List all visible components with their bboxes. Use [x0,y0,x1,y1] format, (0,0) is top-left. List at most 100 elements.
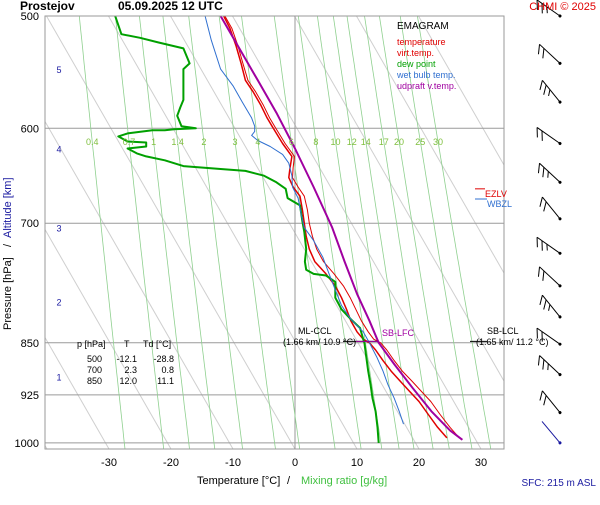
table-cell: 0.8 [161,365,174,375]
dry-adiabat-line [417,16,504,167]
dry-adiabat-line [293,16,504,383]
mixing-ratio-line [273,16,336,449]
mixing-ratio-label: 6 [289,137,294,147]
wind-barb [537,266,562,288]
wind-barb-dot [558,342,562,346]
wind-barb-dot [558,142,562,145]
mixing-ratio-label: 4 [255,137,260,147]
mixing-ratio-line [162,16,216,449]
mixing-ratio-line [139,16,190,449]
temperature-tick-label: 10 [351,457,363,469]
dry-adiabat-line [231,16,482,449]
wind-barb-flag [543,201,547,212]
mixing-ratio-label: 2 [201,137,206,147]
wind-barb-flag [539,390,543,401]
y-axis-label-pressure: Pressure [hPa] [2,257,14,330]
wind-barb-flag [547,363,549,371]
temperature-tick-label: -30 [101,457,117,469]
mixing-ratio-label: 30 [433,137,443,147]
wind-barb-flag [539,196,543,207]
wind-barb-flag [542,48,545,59]
dry-adiabat-line [107,16,358,449]
mixing-ratio-line [241,16,301,449]
dry-adiabat-line [45,336,110,449]
table-cell: 11.1 [157,376,174,386]
wind-barb-staff [539,162,561,183]
series-line-dew-point [114,16,380,443]
wind-barb-staff [541,196,561,220]
mixing-ratio-line [188,16,243,449]
wind-barb [537,43,562,65]
wind-barb [539,390,562,415]
wind-barb-flag [536,0,538,10]
wind-barb-dot [558,373,562,377]
temperature-tick-label: 0 [292,457,298,469]
wind-barb [537,162,562,184]
pressure-tick-label: 850 [21,338,39,350]
mixing-ratio-line [218,16,276,449]
wind-barbs-layer [536,0,562,445]
wind-barb [536,0,562,18]
dry-adiabat-line [45,120,234,449]
wind-barb-flag [539,295,543,305]
wind-barb-flag [543,395,547,406]
wind-barb-dot [558,411,562,415]
dry-adiabat-line [355,16,504,275]
wind-barb-staff [541,80,561,103]
wind-barb-flag [541,130,543,141]
wind-barb-flag [541,3,543,14]
mixing-ratio-label: 8 [313,137,318,147]
mixing-ratio-label: 0.7 [123,137,136,147]
wind-barb-flag [536,237,538,248]
wind-barb-flag [542,270,545,281]
temperature-tick-label: -10 [225,457,241,469]
wind-barb-flag [536,127,538,138]
temperature-tick-label: 30 [475,457,487,469]
wind-barb-dot [558,284,562,288]
credit-text: CHMI © 2025 [529,1,596,13]
mixing-ratio-label: 12 [347,137,357,147]
wind-barb-staff [539,43,561,64]
series-line-virt-temp [224,16,460,439]
x-axis-label-separator: / [287,475,291,487]
wind-barb-staff [539,266,561,287]
wind-barb-flag [542,167,545,178]
wind-barb-flag [547,171,549,178]
wind-barb-staff [541,294,561,318]
wind-barb-dot [558,315,562,319]
sb-lcl-sub: (1.65 km/ 11.2 °C) [476,337,548,347]
y-axis-label-separator: / [2,243,14,247]
wind-barb-dot [558,441,562,445]
surface-elevation: SFC: 215 m ASL [522,478,597,489]
table-header-temperature: T [124,339,130,349]
mixing-ratio-line [317,16,383,449]
mixing-ratio-label: 1 [151,137,156,147]
wind-barb-flag [546,6,548,14]
mixing-ratio-line [417,16,492,449]
mixing-ratio-label: 20 [394,137,404,147]
profile-lines-layer [114,16,464,443]
temperature-tick-label: 20 [413,457,425,469]
x-axis-label-mixing-ratio: Mixing ratio [g/kg] [301,475,387,487]
altitude-tick-label: 4 [56,144,61,154]
dry-adiabat-line [169,16,420,449]
wind-barb-staff [536,0,561,17]
wind-barb [536,127,562,145]
mixing-ratio-line [115,16,165,449]
legend-entry-updraft: udpraft v.temp. [397,81,456,91]
wind-barb-flag [543,84,547,95]
ml-ccl-sub: (1.66 km/ 10.9 °C) [283,337,356,347]
mixing-ratio-line [379,16,450,449]
series-line-udpraft-v-temp [219,16,464,441]
mixing-ratio-label: 0.4 [86,137,99,147]
sounding-datetime: 05.09.2025 12 UTC [118,0,223,13]
wind-barb [541,421,562,445]
wind-barb-flag [541,240,543,251]
altitude-tick-label: 5 [56,65,61,75]
x-axis-label-temperature: Temperature [°C] [197,475,280,487]
pressure-tick-label: 925 [21,390,39,402]
mixing-ratio-label: 1.4 [171,137,184,147]
chart-title: EMAGRAM [397,21,449,32]
wind-barb-dot [558,100,562,104]
sb-lfc-label: SB-LFC [382,328,415,338]
